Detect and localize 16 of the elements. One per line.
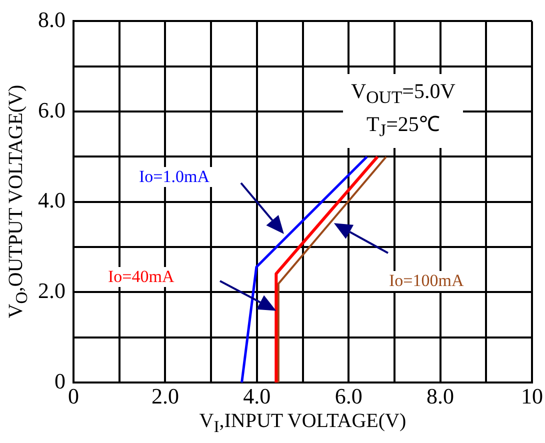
x-tick-label: 4.0 xyxy=(243,384,271,409)
x-tick-label: 8.0 xyxy=(426,384,454,409)
annotation: V$_{OUT}$=5.0V xyxy=(351,79,456,108)
x-tick-label: 10 xyxy=(521,384,543,409)
annotation: T$_{J}$=25℃ xyxy=(366,112,440,140)
y-tick-label: 6.0 xyxy=(38,97,66,122)
text: Io=1.0mA xyxy=(135,167,214,187)
y-tick-label: 2.0 xyxy=(38,278,66,304)
y-tick-label: 4.0 xyxy=(38,188,66,213)
y-tick-label: 8.0 xyxy=(38,6,66,32)
text: Io=100mA xyxy=(385,271,468,291)
x-tick-label: 6.0 xyxy=(334,384,362,409)
y-tick-label: 0 xyxy=(54,368,66,394)
x-axis-title: V$_{I}$,INPUT VOLTAGE(V) xyxy=(199,410,406,437)
x-tick-label: 2.0 xyxy=(151,384,179,409)
text: Io=40mA xyxy=(104,267,178,287)
